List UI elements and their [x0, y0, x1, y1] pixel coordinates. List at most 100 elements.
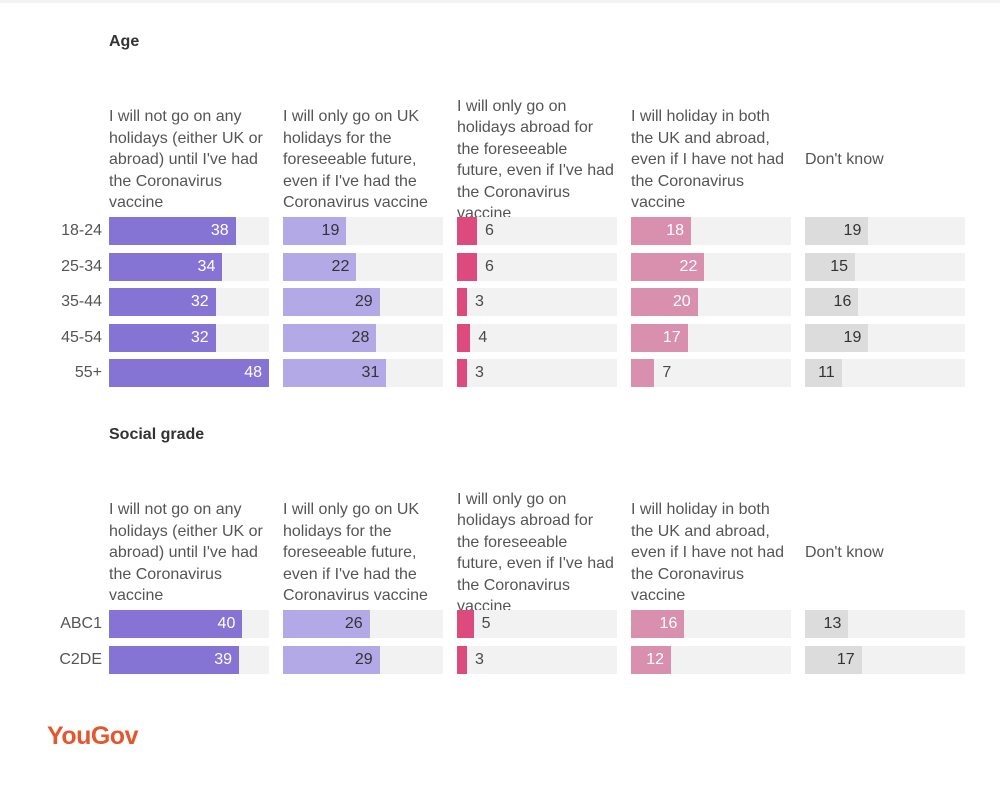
data-label: 18 [666, 222, 684, 239]
panel-title: Social grade [109, 426, 205, 443]
bar-track: 16 [631, 610, 791, 638]
bar [457, 610, 474, 638]
bar-track: 15 [805, 252, 965, 281]
bar-track: 17 [631, 323, 791, 352]
top-divider [0, 0, 1000, 3]
bar [283, 252, 357, 281]
category-label: 35-44 [61, 293, 102, 310]
bar [631, 610, 685, 638]
bar [805, 288, 859, 316]
data-label: 6 [485, 222, 494, 239]
data-label: 11 [818, 364, 835, 381]
category-label: 45-54 [61, 328, 102, 346]
bar-track: 3 [457, 645, 617, 674]
bar [631, 359, 655, 387]
bar-track: 28 [283, 323, 443, 352]
bar-track: 19 [805, 323, 965, 352]
bar-track: 4 [457, 323, 617, 352]
panel-title: Age [109, 33, 140, 50]
bar-track: 19 [805, 217, 965, 245]
yougov-logo: YouGov [47, 722, 138, 750]
data-label: 3 [475, 364, 484, 381]
series-header: I will only go on holidays abroad for th… [457, 490, 614, 616]
data-label: 39 [214, 650, 232, 668]
bar [283, 288, 380, 316]
bar-track: 13 [805, 610, 965, 638]
series-header: I will not go on any holidays (either UK… [109, 108, 263, 212]
data-label: 40 [217, 615, 236, 632]
bar [631, 217, 691, 245]
data-label: 17 [836, 650, 855, 668]
data-label: 4 [478, 328, 488, 346]
category-label: 25-34 [61, 257, 102, 275]
category-label: 18-24 [61, 222, 102, 239]
bar [109, 610, 243, 638]
bar-track: 18 [631, 217, 791, 245]
bar-track: 6 [457, 252, 617, 281]
data-label: 31 [361, 364, 380, 381]
data-label: 48 [244, 364, 262, 381]
data-label: 22 [331, 257, 350, 275]
bar [631, 252, 705, 281]
bar [109, 645, 239, 674]
series-header: I will only go on UK holidays for the fo… [283, 108, 428, 212]
data-label: 26 [344, 615, 363, 632]
data-label: 38 [210, 222, 229, 239]
bar-track: 34 [109, 252, 269, 281]
bar [805, 323, 869, 352]
bar-track: 6 [457, 217, 617, 245]
bar [805, 252, 855, 281]
bar [283, 217, 347, 245]
data-label: 34 [197, 257, 216, 275]
bar-track: 22 [631, 252, 791, 281]
bar-track: 3 [457, 288, 617, 316]
bar [109, 288, 216, 316]
bar-track: 32 [109, 288, 269, 316]
bar [457, 359, 467, 387]
data-label: 15 [830, 257, 848, 275]
bar [457, 645, 467, 674]
bar-track: 38 [109, 217, 269, 245]
category-label: ABC1 [60, 615, 102, 632]
bar-track: 11 [805, 359, 965, 387]
bar [805, 217, 869, 245]
bar [631, 645, 671, 674]
data-label: 3 [475, 293, 484, 310]
bar-track: 29 [283, 288, 443, 316]
bar-track: 17 [805, 645, 965, 674]
series-header: I will only go on holidays abroad for th… [457, 97, 614, 223]
data-label: 19 [843, 222, 862, 239]
series-header: I will holiday in both the UK and abroad… [631, 108, 784, 212]
bar-track: 3 [457, 359, 617, 387]
series-header: Don't know [805, 544, 884, 562]
bar [283, 645, 380, 674]
data-label: 12 [646, 650, 664, 668]
data-label: 16 [659, 615, 678, 632]
data-label: 32 [190, 293, 209, 310]
bar-track: 19 [283, 217, 443, 245]
bar-track: 20 [631, 288, 791, 316]
data-label: 19 [843, 328, 862, 346]
bar [283, 323, 377, 352]
bar [457, 323, 471, 352]
bar-track: 31 [283, 359, 443, 387]
bar [283, 610, 370, 638]
series-header: I will holiday in both the UK and abroad… [631, 501, 784, 605]
bar [631, 323, 688, 352]
bar [805, 359, 842, 387]
data-label: 32 [190, 328, 209, 346]
series-header: I will only go on UK holidays for the fo… [283, 501, 428, 605]
bar [631, 288, 698, 316]
data-label: 13 [823, 615, 842, 632]
series-header: Don't know [805, 151, 884, 169]
data-label: 22 [679, 257, 698, 275]
category-label: C2DE [59, 650, 102, 668]
bar [109, 323, 216, 352]
data-label: 6 [485, 257, 494, 275]
bar [109, 252, 223, 281]
bar-track: 29 [283, 645, 443, 674]
data-label: 16 [833, 293, 852, 310]
bar [283, 359, 387, 387]
bar-track: 26 [283, 610, 443, 638]
bar-track: 5 [457, 610, 617, 638]
